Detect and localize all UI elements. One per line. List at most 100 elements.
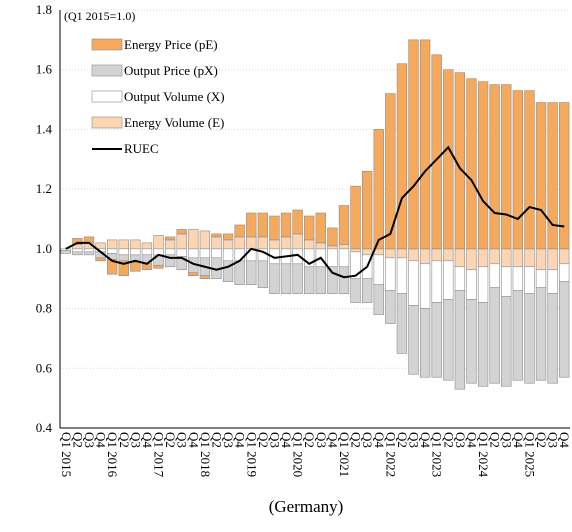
bar-segment: [408, 39, 419, 250]
bar-segment: [72, 248, 83, 253]
bar-segment: [501, 248, 512, 268]
bar-segment: [72, 238, 83, 245]
bar-segment: [222, 260, 234, 282]
bar-segment: [535, 287, 547, 381]
bar-segment: [431, 248, 442, 262]
bar-segment: [199, 230, 211, 250]
legend-swatch: [91, 38, 123, 51]
bar-segment: [280, 212, 292, 238]
bar-segment: [141, 242, 153, 250]
bar-segment: [118, 254, 129, 262]
chart-caption: (Germany): [269, 497, 344, 516]
legend-swatch: [91, 116, 123, 129]
bar-segment: [315, 212, 326, 244]
x-tick-label: Q3: [314, 432, 329, 448]
bar-segment: [489, 287, 500, 384]
x-tick-label: Q2: [302, 432, 317, 448]
x-tick-label: Q1 2017: [152, 432, 167, 478]
bar-segment: [246, 260, 257, 285]
bar-segment: [547, 248, 558, 271]
x-tick-label: Q2: [534, 432, 549, 448]
x-tick-label: Q3: [221, 432, 236, 448]
y-tick-label: 0.4: [36, 420, 53, 435]
bar-segment: [454, 290, 466, 390]
x-tick-label: Q1 2019: [244, 432, 259, 477]
bar-segment: [234, 224, 245, 238]
bar-segment: [443, 248, 454, 262]
bar-segment: [188, 229, 199, 250]
bar-segment: [130, 261, 141, 272]
bar-segment: [373, 129, 384, 250]
bar-segment: [350, 278, 361, 303]
x-tick-label: Q2: [163, 432, 178, 448]
bar-segment: [559, 248, 570, 265]
bar-segment: [211, 236, 222, 250]
x-tick-label: Q2: [70, 432, 85, 448]
bar-segment: [559, 102, 570, 250]
bar-segment: [477, 266, 489, 303]
bar-segment: [408, 260, 419, 306]
bar-segment: [419, 263, 431, 309]
bar-segment: [83, 248, 95, 253]
bar-segment: [292, 263, 303, 294]
bar-segment: [454, 266, 466, 291]
y-tick-label: 1.0: [36, 241, 52, 256]
bar-segment: [501, 266, 512, 297]
bar-segment: [524, 90, 535, 250]
bar-segment: [118, 239, 129, 250]
y-tick-label: 1.6: [36, 62, 53, 77]
bar-segment: [280, 263, 292, 294]
legend-label: Output Volume (X): [124, 89, 225, 104]
x-tick-label: Q1 2018: [198, 432, 213, 477]
bar-segment: [489, 263, 500, 288]
x-tick-label: Q4: [418, 432, 433, 448]
ruec-line: [65, 145, 565, 279]
bar-segment: [234, 236, 245, 250]
x-tick-label: Q3: [267, 432, 282, 448]
bar-segment: [176, 248, 187, 257]
legend-swatch: [91, 90, 123, 103]
bar-segment: [501, 296, 512, 387]
bar-segment: [176, 256, 187, 271]
y-tick-label: 0.8: [36, 301, 52, 316]
x-tick-label: Q1 2024: [476, 432, 491, 478]
bar-segment: [280, 236, 292, 250]
bar-segment: [373, 254, 384, 285]
bar-segment: [176, 233, 187, 250]
bar-segment: [547, 269, 558, 294]
bar-segment: [211, 248, 222, 259]
bar-segment: [95, 257, 106, 262]
bar-segment: [153, 235, 164, 250]
bar-segment: [327, 245, 338, 250]
x-tick-label: Q1 2023: [430, 432, 445, 477]
x-tick-label: Q2: [395, 432, 410, 448]
bar-segment: [130, 248, 141, 256]
bar-segment: [524, 266, 535, 294]
x-tick-label: Q1 2016: [105, 432, 120, 478]
bar-segment: [559, 281, 570, 378]
bar-segment: [164, 254, 176, 268]
bar-segment: [535, 248, 547, 271]
bar-segment: [338, 205, 350, 245]
bar-segment: [466, 248, 477, 271]
x-tick-label: Q1 2022: [383, 432, 398, 477]
x-tick-label: Q3: [546, 432, 561, 448]
bar-segment: [489, 248, 500, 265]
x-tick-label: Q4: [372, 432, 387, 448]
bar-segment: [361, 248, 373, 256]
x-tick-label: Q1 2021: [337, 432, 352, 477]
bar-segment: [454, 248, 466, 268]
x-tick-label: Q1 2020: [291, 432, 306, 477]
bar-segment: [477, 302, 489, 387]
bar-segment: [83, 251, 95, 256]
bar-segment: [419, 308, 431, 378]
bar-segment: [477, 81, 489, 250]
x-tick-label: Q2: [256, 432, 271, 448]
bar-segment: [292, 233, 303, 250]
bar-segment: [396, 63, 408, 250]
bar-segment: [559, 263, 570, 282]
bar-segment: [106, 248, 118, 254]
bar-segment: [361, 170, 373, 250]
bar-segment: [164, 248, 176, 256]
